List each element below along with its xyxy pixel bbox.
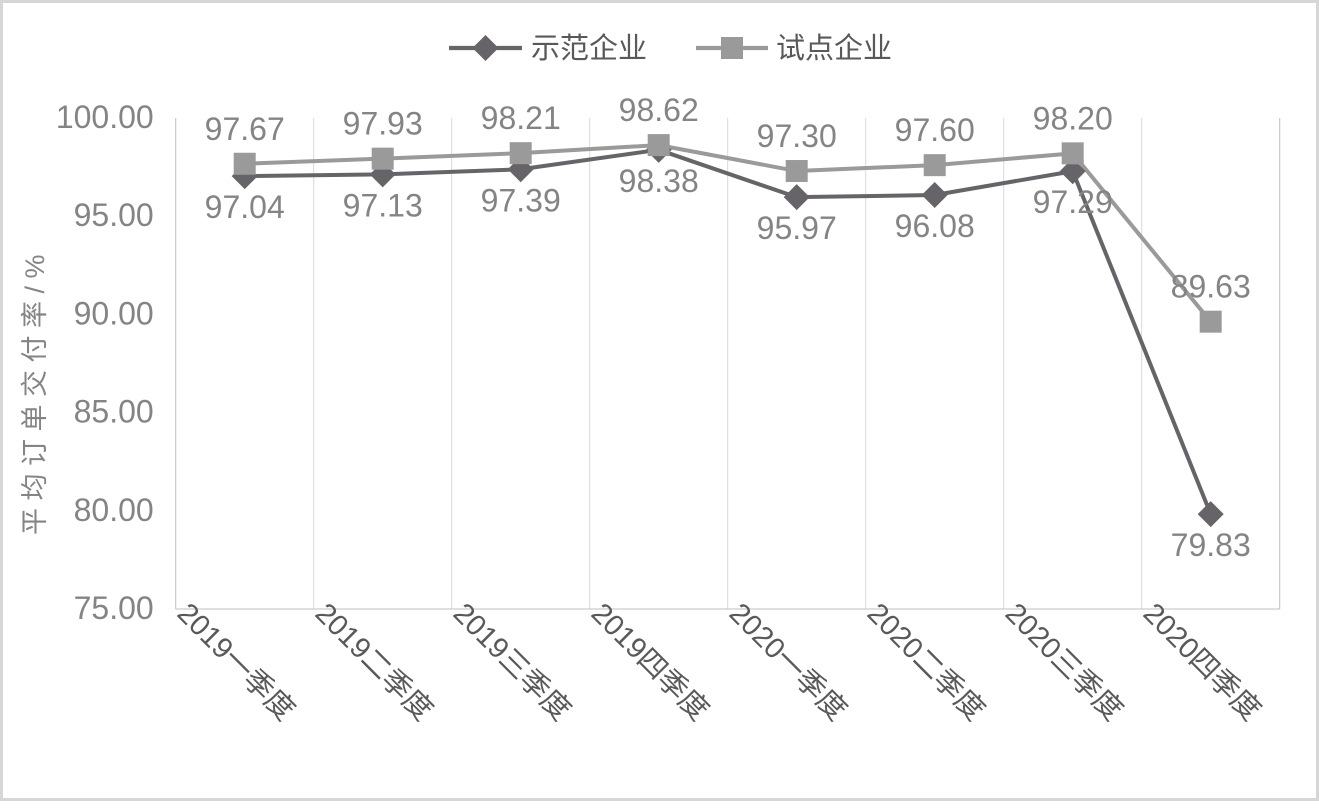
svg-text:89.63: 89.63 [1171,269,1251,305]
svg-text:97.30: 97.30 [757,118,837,154]
svg-text:98.62: 98.62 [619,92,699,128]
svg-text:97.67: 97.67 [205,111,285,147]
svg-text:2019二季度: 2019二季度 [309,597,439,727]
svg-text:97.93: 97.93 [343,106,423,142]
svg-text:95.00: 95.00 [74,197,154,233]
svg-text:平均订单交付率/%: 平均订单交付率/% [20,247,50,535]
svg-text:97.13: 97.13 [343,187,423,223]
svg-text:2020一季度: 2020一季度 [723,597,853,727]
svg-text:97.39: 97.39 [481,182,561,218]
svg-text:2019四季度: 2019四季度 [585,597,715,727]
svg-text:97.60: 97.60 [895,112,975,148]
svg-text:2019一季度: 2019一季度 [171,597,301,727]
svg-text:98.38: 98.38 [619,163,699,199]
svg-text:95.97: 95.97 [757,210,837,246]
svg-text:示范企业: 示范企业 [531,32,647,65]
svg-text:98.20: 98.20 [1033,100,1113,136]
svg-text:79.83: 79.83 [1171,527,1251,563]
svg-text:90.00: 90.00 [74,295,154,331]
svg-text:85.00: 85.00 [74,394,154,430]
svg-text:98.21: 98.21 [481,100,561,136]
svg-text:试点企业: 试点企业 [776,32,892,65]
svg-text:100.00: 100.00 [56,99,154,135]
svg-text:75.00: 75.00 [74,590,154,626]
svg-text:97.04: 97.04 [205,189,285,225]
svg-text:80.00: 80.00 [74,492,154,528]
svg-text:2020三季度: 2020三季度 [999,597,1129,727]
svg-text:97.29: 97.29 [1033,184,1113,220]
svg-text:96.08: 96.08 [895,208,975,244]
svg-text:2020四季度: 2020四季度 [1137,597,1267,727]
svg-text:2020二季度: 2020二季度 [861,597,991,727]
svg-text:2019三季度: 2019三季度 [447,597,577,727]
